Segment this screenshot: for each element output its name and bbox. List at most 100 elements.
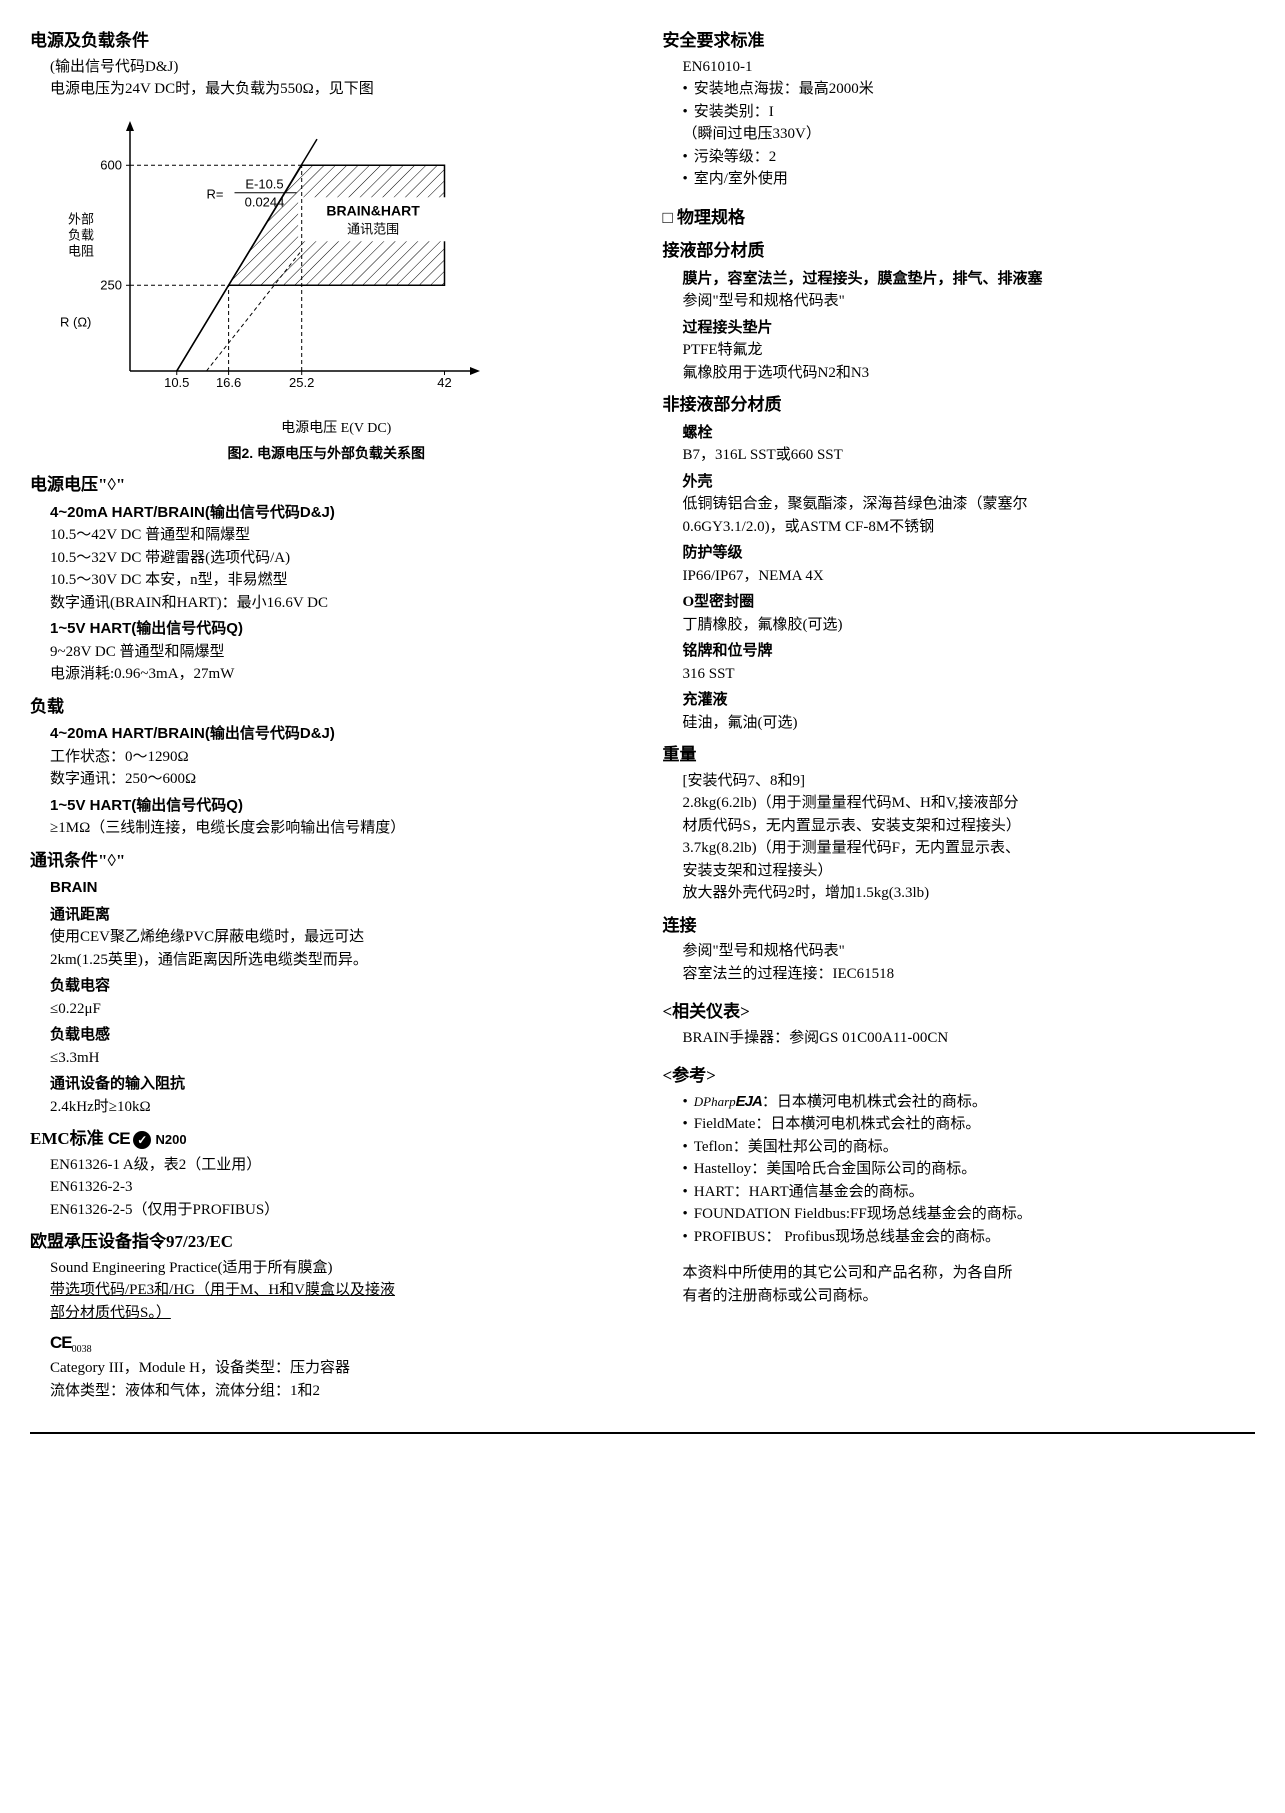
nw-t3: IP66/IP67，NEMA 4X xyxy=(683,565,1256,588)
dpharp-logo: DPharp xyxy=(694,1094,736,1109)
power-load-title: 电源及负载条件 xyxy=(30,28,623,54)
weight-title: 重量 xyxy=(663,742,1256,768)
safety-b3: 污染等级：2 xyxy=(683,146,1256,169)
comm-title: 通讯条件"◊" xyxy=(30,848,623,874)
right-column: 安全要求标准 EN61010-1 安装地点海拔：最高2000米 安装类别：I （… xyxy=(663,20,1256,1402)
comm-ind-h: 负载电感 xyxy=(50,1024,623,1047)
nw-h6: 充灌液 xyxy=(683,689,1256,712)
wet-t2: PTFE特氟龙 xyxy=(683,339,1256,362)
psv-title: 电源电压"◊" xyxy=(30,472,623,498)
emc-l2: EN61326-2-3 xyxy=(50,1176,623,1199)
psv-l5: 9~28V DC 普通型和隔爆型 xyxy=(50,641,623,664)
c-tick-icon: ✓ xyxy=(133,1131,151,1149)
ref-b5: HART：HART通信基金会的商标。 xyxy=(683,1181,1256,1204)
ref-b6: FOUNDATION Fieldbus:FF现场总线基金会的商标。 xyxy=(683,1203,1256,1226)
wet-t3: 氟橡胶用于选项代码N2和N3 xyxy=(683,362,1256,385)
comm-dist-t1: 使用CEV聚乙烯绝缘PVC屏蔽电缆时，最远可达 xyxy=(50,926,623,949)
nw-t5: 316 SST xyxy=(683,663,1256,686)
ref-b4: Hastelloy：美国哈氏合金国际公司的商标。 xyxy=(683,1158,1256,1181)
n200-label: N200 xyxy=(156,1132,187,1147)
comm-imp-t: 2.4kHz时≥10kΩ xyxy=(50,1096,623,1119)
left-column: 电源及负载条件 (输出信号代码D&J) 电源电压为24V DC时，最大负载为55… xyxy=(30,20,623,1402)
svg-text:250: 250 xyxy=(100,277,122,292)
load-title: 负载 xyxy=(30,694,623,720)
ref-b1-tail: ：日本横河电机株式会社的商标。 xyxy=(762,1094,987,1110)
wet-title: 接液部分材质 xyxy=(663,238,1256,264)
footer-rule xyxy=(30,1432,1255,1434)
chart-caption: 图2. 电源电压与外部负载关系图 xyxy=(30,443,623,464)
comm-cap-h: 负载电容 xyxy=(50,975,623,998)
safety-b3-text: 污染等级：2 xyxy=(694,146,777,169)
power-load-sub2: 电源电压为24V DC时，最大负载为550Ω，见下图 xyxy=(50,78,623,101)
ref-b2-text: FieldMate：日本横河电机株式会社的商标。 xyxy=(694,1113,981,1136)
weight-t2: 材质代码S，无内置显示表、安装支架和过程接头） xyxy=(683,815,1256,838)
ce-mark-icon: CE xyxy=(50,1333,72,1352)
psv-h2: 1~5V HART(输出信号代码Q) xyxy=(50,618,623,641)
psv-l2: 10.5～32V DC 带避雷器(选项代码/A) xyxy=(50,547,623,570)
trail-t2: 有者的注册商标或公司商标。 xyxy=(683,1285,1256,1308)
nw-h1: 螺栓 xyxy=(683,422,1256,445)
svg-text:600: 600 xyxy=(100,157,122,172)
nw-t1: B7，316L SST或660 SST xyxy=(683,444,1256,467)
trail-t1: 本资料中所使用的其它公司和产品名称，为各自所 xyxy=(683,1262,1256,1285)
safety-std: EN61010-1 xyxy=(683,56,1256,79)
svg-text:42: 42 xyxy=(437,375,451,390)
ped-title: 欧盟承压设备指令97/23/EC xyxy=(30,1229,623,1255)
svg-text:R (Ω): R (Ω) xyxy=(60,314,91,329)
emc-title: EMC标准 CE ✓ N200 xyxy=(30,1126,623,1152)
safety-b1-text: 安装地点海拔：最高2000米 xyxy=(694,78,874,101)
safety-b2: 安装类别：I xyxy=(683,101,1256,124)
comm-dist-t2: 2km(1.25英里)，通信距离因所选电缆类型而异。 xyxy=(50,949,623,972)
safety-b4-text: 室内/室外使用 xyxy=(694,168,788,191)
safety-b2-text: 安装类别：I xyxy=(694,101,774,124)
nw-t4: 丁腈橡胶，氟橡胶(可选) xyxy=(683,614,1256,637)
conn-t2: 容室法兰的过程连接：IEC61518 xyxy=(683,963,1256,986)
nw-h5: 铭牌和位号牌 xyxy=(683,640,1256,663)
svg-text:25.2: 25.2 xyxy=(289,375,314,390)
conn-title: 连接 xyxy=(663,913,1256,939)
ref-b7-text: PROFIBUS： Profibus现场总线基金会的商标。 xyxy=(694,1226,1000,1249)
svg-text:BRAIN&HART: BRAIN&HART xyxy=(326,202,420,218)
psv-h1: 4~20mA HART/BRAIN(输出信号代码D&J) xyxy=(50,502,623,525)
ped-l4: Category III，Module H，设备类型：压力容器 xyxy=(50,1357,623,1380)
eja-logo: EJA xyxy=(736,1093,762,1110)
ped-l3: 部分材质代码S。） xyxy=(50,1302,623,1325)
power-load-sub1: (输出信号代码D&J) xyxy=(50,56,623,79)
safety-title: 安全要求标准 xyxy=(663,28,1256,54)
comm-dist-h: 通讯距离 xyxy=(50,904,623,927)
safety-b1: 安装地点海拔：最高2000米 xyxy=(683,78,1256,101)
related-title: <相关仪表> xyxy=(663,999,1256,1025)
wet-h1: 膜片，容室法兰，过程接头，膜盒垫片，排气、排液塞 xyxy=(683,268,1256,291)
ce-mark-icon: CE xyxy=(108,1129,133,1148)
comm-ind-t: ≤3.3mH xyxy=(50,1047,623,1070)
ped-l5: 流体类型：液体和气体，流体分组：1和2 xyxy=(50,1380,623,1403)
comm-brain: BRAIN xyxy=(50,877,623,900)
ped-ce-line: CE0038 xyxy=(50,1330,623,1357)
phys-title: □ 物理规格 xyxy=(663,205,1256,231)
svg-text:电阻: 电阻 xyxy=(68,243,94,258)
svg-text:16.6: 16.6 xyxy=(216,375,241,390)
svg-text:外部: 外部 xyxy=(68,211,94,226)
wet-t1: 参阅"型号和规格代码表" xyxy=(683,290,1256,313)
psv-l4: 数字通讯(BRAIN和HART)：最小16.6V DC xyxy=(50,592,623,615)
wet-h2: 过程接头垫片 xyxy=(683,317,1256,340)
emc-l3: EN61326-2-5（仅用于PROFIBUS） xyxy=(50,1199,623,1222)
svg-text:负载: 负载 xyxy=(68,227,94,242)
weight-t1: 2.8kg(6.2lb)（用于测量量程代码M、H和V,接液部分 xyxy=(683,792,1256,815)
emc-l1: EN61326-1 A级，表2（工业用） xyxy=(50,1154,623,1177)
ref-b5-text: HART：HART通信基金会的商标。 xyxy=(694,1181,924,1204)
weight-t0: [安装代码7、8和9] xyxy=(683,770,1256,793)
nw-t2b: 0.6GY3.1/2.0)，或ASTM CF-8M不锈钢 xyxy=(683,516,1256,539)
load-h2: 1~5V HART(输出信号代码Q) xyxy=(50,795,623,818)
safety-b4: 室内/室外使用 xyxy=(683,168,1256,191)
weight-t4: 安装支架和过程接头） xyxy=(683,860,1256,883)
ce-number: 0038 xyxy=(72,1344,92,1355)
nw-h3: 防护等级 xyxy=(683,542,1256,565)
ped-l2: 带选项代码/PE3和/HG（用于M、H和V膜盒以及接液 xyxy=(50,1279,623,1302)
ref-b7: PROFIBUS： Profibus现场总线基金会的商标。 xyxy=(683,1226,1256,1249)
svg-text:通讯范围: 通讯范围 xyxy=(347,221,399,236)
weight-t3: 3.7kg(8.2lb)（用于测量量程代码F，无内置显示表、 xyxy=(683,837,1256,860)
load-chart: BRAIN&HART通讯范围10.516.625.242250600外部负载电阻… xyxy=(50,111,623,440)
safety-paren: （瞬间过电压330V） xyxy=(683,123,1256,146)
comm-imp-h: 通讯设备的输入阻抗 xyxy=(50,1073,623,1096)
